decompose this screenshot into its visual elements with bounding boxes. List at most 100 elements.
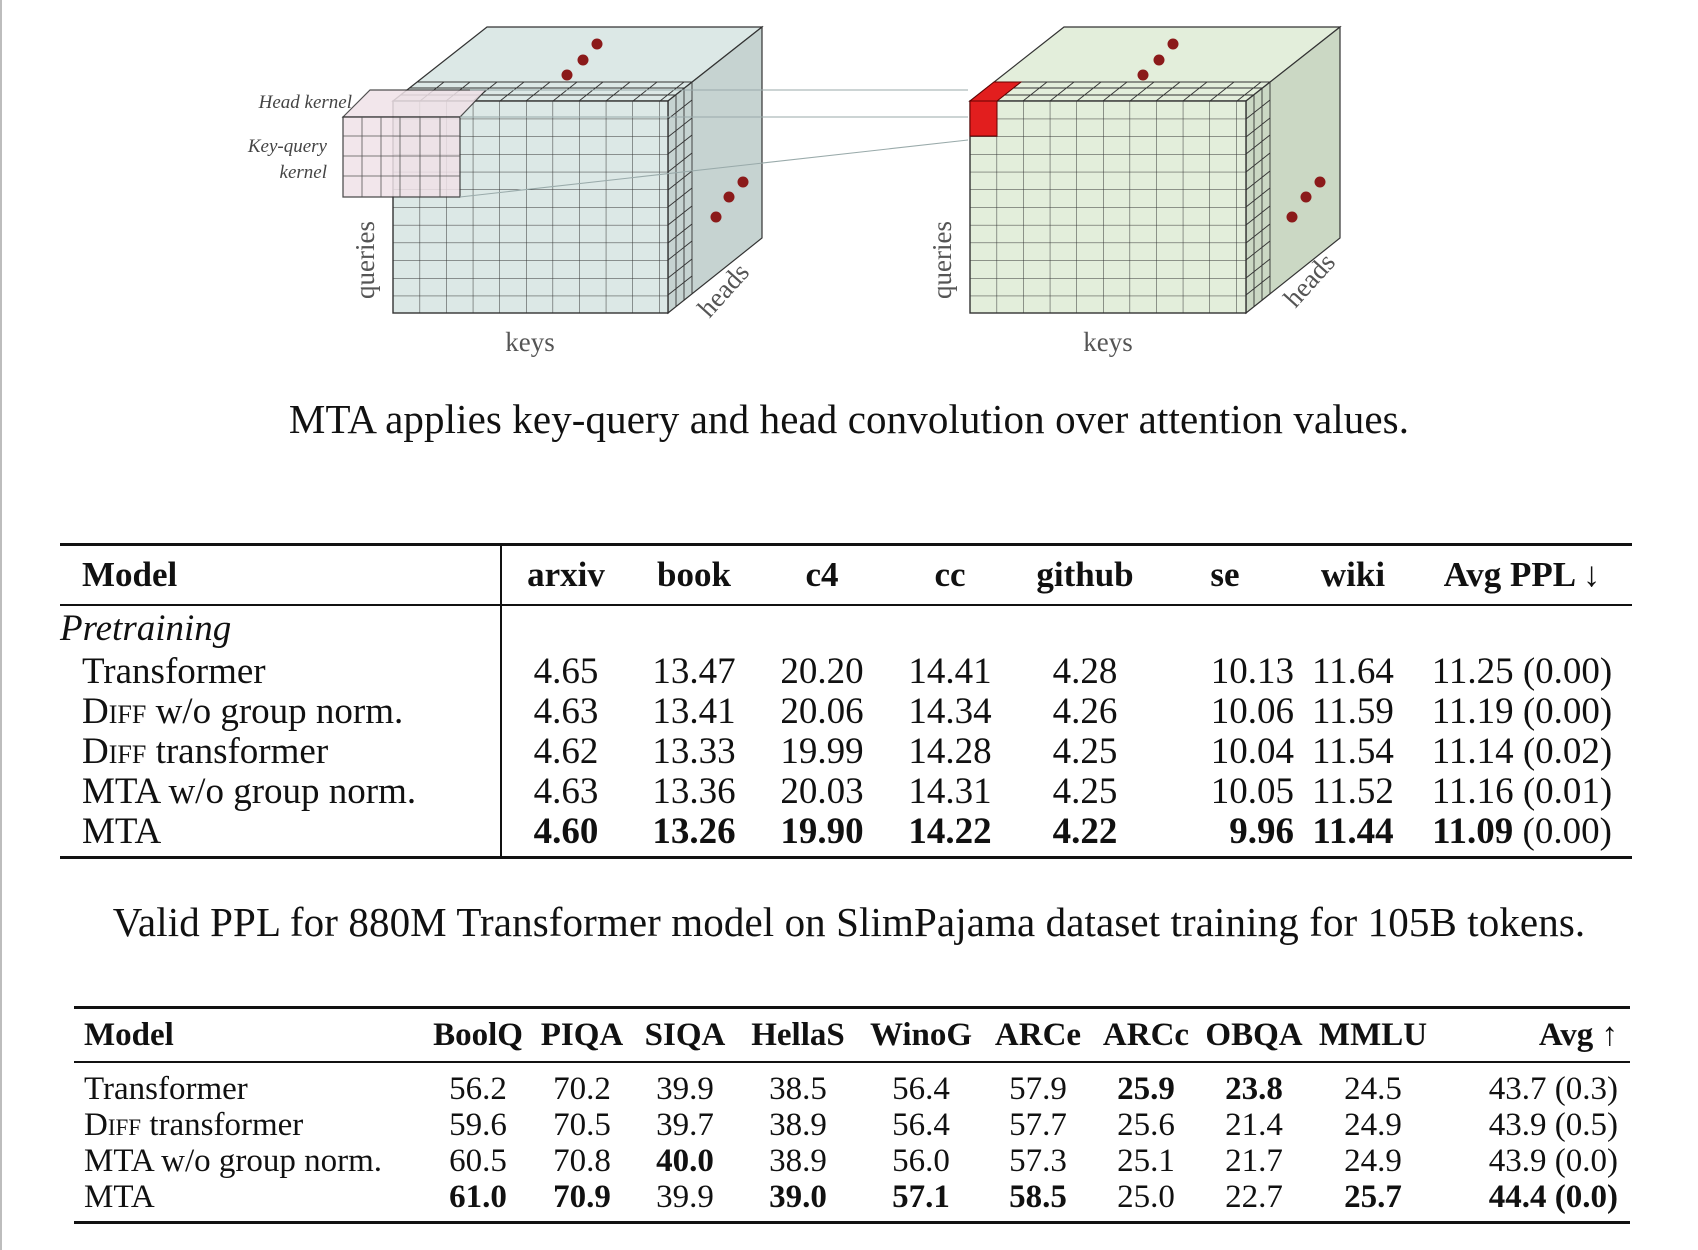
cell-github: 4.28 bbox=[1052, 651, 1118, 692]
cell-mmlu: 24.5 bbox=[1344, 1071, 1402, 1107]
cell-piqa: 70.2 bbox=[553, 1071, 611, 1107]
header-c4: c4 bbox=[758, 544, 886, 606]
table-row: MTA 4.60 13.26 19.90 14.22 4.22 9.96 11.… bbox=[60, 812, 1632, 858]
cell-github: 4.22 bbox=[1052, 811, 1118, 852]
header-model: Model bbox=[60, 544, 502, 606]
cell-obqa: 21.4 bbox=[1225, 1107, 1283, 1143]
cell-arcc: 25.9 bbox=[1117, 1071, 1175, 1107]
header-github: github bbox=[1014, 544, 1156, 606]
cell-wiki: 11.52 bbox=[1312, 771, 1394, 812]
avg-std: (0.00) bbox=[1522, 811, 1612, 852]
queries-axis-label-right: queries bbox=[927, 221, 957, 299]
cell-mmlu: 24.9 bbox=[1344, 1107, 1402, 1143]
table-row: MTA 61.0 70.9 39.9 39.0 57.1 58.5 25.0 2… bbox=[74, 1179, 1630, 1223]
header-wiki: wiki bbox=[1294, 544, 1412, 606]
cell-obqa: 23.8 bbox=[1225, 1071, 1283, 1107]
avg-std: (0.0) bbox=[1554, 1143, 1618, 1179]
cell-wiki: 11.54 bbox=[1312, 731, 1394, 772]
model-name-smallcaps: Diff bbox=[84, 1107, 142, 1143]
cell-obqa: 22.7 bbox=[1225, 1179, 1283, 1215]
cell-wiki: 11.64 bbox=[1312, 651, 1394, 692]
avg-value: 11.09 bbox=[1432, 811, 1514, 852]
cell-se: 10.06 bbox=[1210, 691, 1294, 732]
header-siqa: SIQA bbox=[632, 1007, 738, 1063]
cell-book: 13.41 bbox=[652, 691, 736, 732]
cell-winog: 56.4 bbox=[892, 1071, 950, 1107]
avg-std: (0.5) bbox=[1554, 1107, 1618, 1143]
right-attention-cube bbox=[968, 25, 1342, 315]
model-name-smallcaps: Diff bbox=[82, 691, 147, 732]
cell-c4: 19.99 bbox=[780, 731, 864, 772]
cell-avg: 11.16 (0.01) bbox=[1412, 772, 1632, 812]
table-header-row: Model BoolQ PIQA SIQA HellaS WinoG ARCe … bbox=[74, 1007, 1630, 1063]
key-query-kernel-label-line1: Key-query bbox=[247, 136, 328, 157]
cell-wiki: 11.59 bbox=[1312, 691, 1394, 732]
header-arxiv: arxiv bbox=[501, 544, 630, 606]
cell-winog: 56.4 bbox=[892, 1107, 950, 1143]
model-name: MTA bbox=[84, 1179, 155, 1215]
header-cc: cc bbox=[886, 544, 1014, 606]
left-attention-cube bbox=[341, 25, 764, 315]
model-name: MTA bbox=[60, 812, 502, 858]
cell-siqa: 39.9 bbox=[656, 1071, 714, 1107]
header-mmlu: MMLU bbox=[1308, 1007, 1438, 1063]
cell-winog: 57.1 bbox=[892, 1179, 950, 1215]
cell-book: 13.33 bbox=[652, 731, 736, 772]
header-winog: WinoG bbox=[858, 1007, 984, 1063]
avg-value: 11.14 bbox=[1431, 731, 1514, 772]
cell-github: 4.25 bbox=[1052, 731, 1118, 772]
mta-diagram: Head kernel Key-query kernel queries key… bbox=[247, 25, 1342, 357]
cell-arce: 58.5 bbox=[1009, 1179, 1067, 1215]
cell-avg: 11.14 (0.02) bbox=[1412, 732, 1632, 772]
cell-arce: 57.7 bbox=[1009, 1107, 1067, 1143]
avg-value: 43.9 bbox=[1488, 1143, 1547, 1179]
model-name-rest: transformer bbox=[141, 1107, 304, 1143]
table-row: Diff transformer 4.62 13.33 19.99 14.28 … bbox=[60, 732, 1632, 772]
cell-c4: 19.90 bbox=[780, 811, 864, 852]
cell-cc: 14.22 bbox=[908, 811, 992, 852]
output-cell-highlight bbox=[968, 81, 1023, 137]
avg-value: 43.7 bbox=[1488, 1071, 1547, 1107]
cell-se: 10.04 bbox=[1210, 731, 1294, 772]
cell-c4: 20.06 bbox=[780, 691, 864, 732]
cell-se: 9.96 bbox=[1229, 811, 1294, 852]
cell-siqa: 40.0 bbox=[656, 1143, 714, 1179]
model-name: MTA w/o group norm. bbox=[84, 1143, 383, 1179]
header-se: se bbox=[1156, 544, 1294, 606]
cell-winog: 56.0 bbox=[892, 1143, 950, 1179]
projection-arrows bbox=[459, 89, 969, 198]
header-book: book bbox=[630, 544, 758, 606]
cell-piqa: 70.5 bbox=[553, 1107, 611, 1143]
cell-avg: 43.9 (0.5) bbox=[1438, 1107, 1630, 1143]
cell-arxiv: 4.62 bbox=[533, 731, 599, 772]
cell-hellas: 39.0 bbox=[769, 1179, 827, 1215]
avg-std: (0.00) bbox=[1522, 691, 1613, 732]
avg-std: (0.00) bbox=[1522, 651, 1613, 692]
header-avg: Avg ↑ bbox=[1438, 1007, 1630, 1063]
avg-value: 11.25 bbox=[1431, 651, 1514, 692]
cell-mmlu: 25.7 bbox=[1344, 1179, 1402, 1215]
cell-arxiv: 4.63 bbox=[533, 691, 599, 732]
cell-arce: 57.9 bbox=[1009, 1071, 1067, 1107]
cell-book: 13.47 bbox=[652, 651, 736, 692]
avg-value: 11.16 bbox=[1431, 771, 1514, 812]
cell-boolq: 61.0 bbox=[449, 1179, 507, 1215]
cell-avg: 11.25 (0.00) bbox=[1412, 652, 1632, 692]
cell-cc: 14.31 bbox=[908, 771, 992, 812]
cell-cc: 14.34 bbox=[908, 691, 992, 732]
cell-hellas: 38.5 bbox=[769, 1071, 827, 1107]
cell-piqa: 70.8 bbox=[553, 1143, 611, 1179]
cell-book: 13.26 bbox=[652, 811, 736, 852]
cell-arcc: 25.6 bbox=[1117, 1107, 1175, 1143]
cell-arxiv: 4.63 bbox=[533, 771, 599, 812]
table-row: Transformer 4.65 13.47 20.20 14.41 4.28 … bbox=[60, 652, 1632, 692]
figure-caption: MTA applies key-query and head convoluti… bbox=[288, 396, 1410, 442]
cell-cc: 14.41 bbox=[908, 651, 992, 692]
cell-piqa: 70.9 bbox=[553, 1179, 611, 1215]
header-avg-ppl: Avg PPL ↓ bbox=[1412, 544, 1632, 606]
downstream-results-table: Model BoolQ PIQA SIQA HellaS WinoG ARCe … bbox=[74, 1006, 1630, 1224]
cell-wiki: 11.44 bbox=[1312, 811, 1394, 852]
cell-avg: 43.9 (0.0) bbox=[1438, 1143, 1630, 1179]
header-model: Model bbox=[74, 1007, 424, 1063]
avg-std: (0.01) bbox=[1522, 771, 1613, 812]
